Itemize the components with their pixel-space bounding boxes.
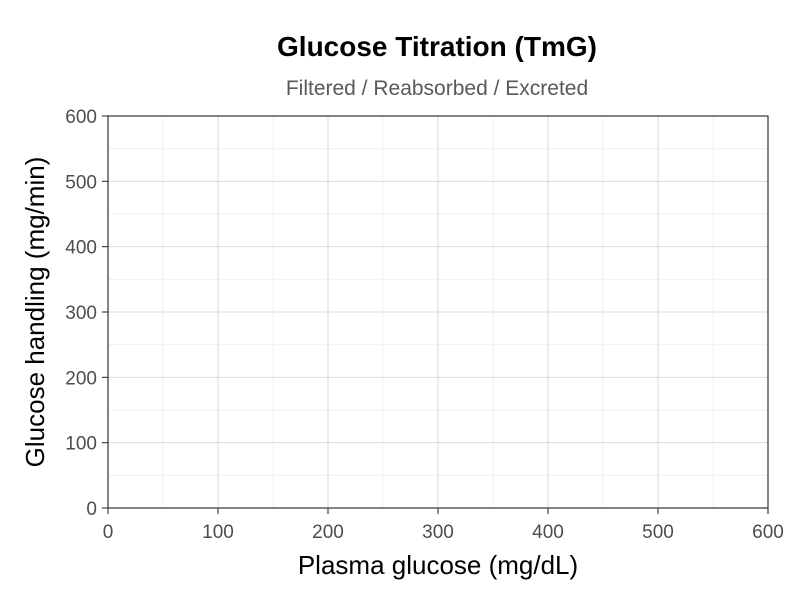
y-tick-label: 300 xyxy=(65,303,97,324)
y-axis-ticks: 0 100 200 300 400 500 600 xyxy=(65,107,108,520)
x-tick-label: 300 xyxy=(422,522,454,543)
x-tick-label: 600 xyxy=(752,522,784,543)
chart-title: Glucose Titration (TmG) xyxy=(277,31,597,62)
x-axis-label: Plasma glucose (mg/dL) xyxy=(298,550,578,580)
y-tick-label: 100 xyxy=(65,434,97,455)
y-tick-label: 500 xyxy=(65,172,97,193)
y-tick-label: 600 xyxy=(65,107,97,128)
y-tick-label: 400 xyxy=(65,238,97,259)
x-axis-ticks: 0 100 200 300 400 500 600 xyxy=(103,508,784,543)
x-tick-label: 400 xyxy=(532,522,564,543)
y-tick-label: 200 xyxy=(65,368,97,389)
x-tick-label: 200 xyxy=(312,522,344,543)
x-tick-label: 100 xyxy=(202,522,234,543)
chart-subtitle: Filtered / Reabsorbed / Excreted xyxy=(286,77,588,100)
y-axis-label: Glucose handling (mg/min) xyxy=(20,157,50,468)
y-tick-label: 0 xyxy=(86,499,97,520)
x-tick-label: 500 xyxy=(642,522,674,543)
x-tick-label: 0 xyxy=(103,522,114,543)
